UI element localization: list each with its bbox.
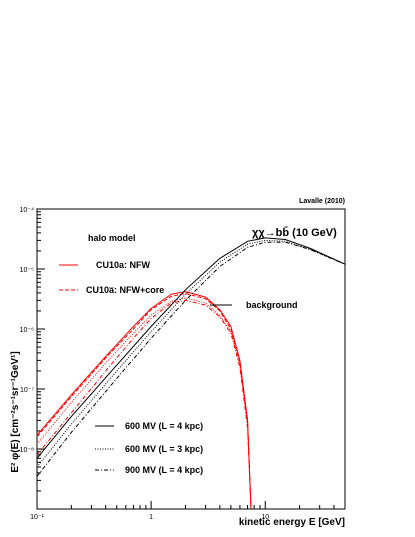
y-axis-ticks: 10⁻⁸ 10⁻⁷ 10⁻⁶ 10⁻⁵ 10⁻⁴ <box>20 207 45 510</box>
process-annotation: χχ→bb̄ (10 GeV) <box>252 227 337 239</box>
legend-label-6: 900 MV (L = 4 kpc) <box>125 465 203 475</box>
legend-label-1: CU10a: NFW <box>96 260 151 270</box>
legend-label-5: 600 MV (L = 3 kpc) <box>125 444 203 454</box>
series-line-7 <box>36 241 346 477</box>
series-line-3 <box>36 299 252 510</box>
series-layer <box>36 237 346 510</box>
x-tick-label: 10 <box>261 514 269 521</box>
y-tick-label: 10⁻⁷ <box>20 387 34 394</box>
series-line-2 <box>36 297 252 510</box>
legend-label-4: 600 MV (L = 4 kpc) <box>125 421 203 431</box>
credit-label: Lavalle (2010) <box>299 198 345 205</box>
x-axis-title: kinetic energy E [GeV] <box>239 517 345 528</box>
series-line-4 <box>36 292 252 510</box>
y-tick-label: 10⁻⁵ <box>20 267 34 274</box>
series-line-5 <box>36 237 346 459</box>
x-axis-ticks: 10⁻¹ 1 10 <box>30 501 346 521</box>
y-axis-title: E² φ(E) [cm⁻²s⁻¹sr⁻¹GeV¹] <box>10 351 21 472</box>
y-tick-label: 10⁻⁴ <box>20 207 35 214</box>
series-line-6 <box>36 239 346 468</box>
x-tick-label: 1 <box>149 514 153 521</box>
y-tick-label: 10⁻⁶ <box>20 327 34 334</box>
legend: CU10a: NFW CU10a̅: NFW+core background 600 … <box>59 260 298 475</box>
y-tick-label: 10⁻⁸ <box>20 447 34 454</box>
series-line-1 <box>36 291 252 510</box>
plot-frame <box>36 208 346 510</box>
legend-label-3: background <box>246 300 298 310</box>
x-tick-label: 10⁻¹ <box>30 514 44 521</box>
legend-label-2: CU10a̅: NFW+core <box>86 285 164 295</box>
legend-header: halo model <box>88 233 136 243</box>
